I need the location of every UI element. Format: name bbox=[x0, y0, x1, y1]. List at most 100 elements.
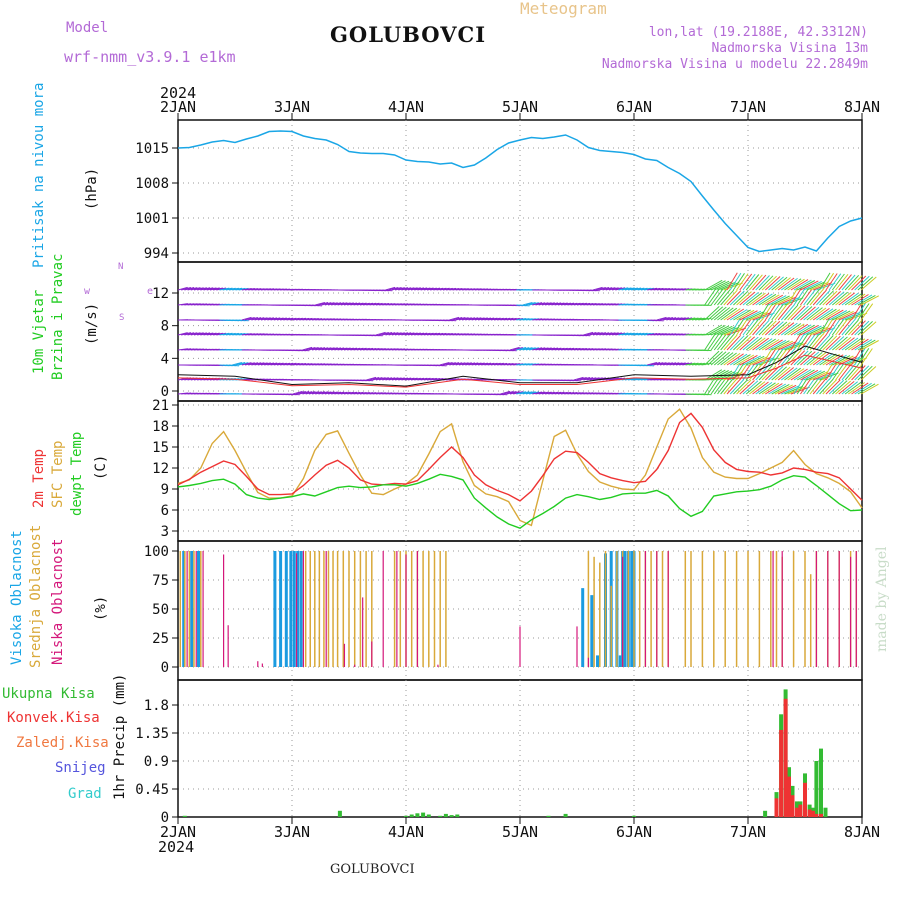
wind-barb bbox=[838, 319, 852, 336]
wind-barb bbox=[691, 317, 702, 321]
precip-bar-convective bbox=[807, 809, 812, 817]
wind-barb bbox=[225, 332, 236, 336]
wind-barb bbox=[844, 293, 862, 306]
precip-bar-total bbox=[823, 807, 828, 817]
wind-barb bbox=[656, 362, 667, 366]
wind-barb bbox=[238, 287, 249, 291]
wind-barb bbox=[356, 302, 367, 306]
wind-barb bbox=[375, 331, 386, 336]
wind-barb bbox=[295, 391, 306, 395]
wind-barb bbox=[838, 363, 852, 381]
wind-barb bbox=[551, 391, 562, 395]
wind-barb bbox=[838, 381, 855, 395]
wind-barb bbox=[666, 362, 677, 366]
wind-barb bbox=[851, 347, 863, 366]
wind-barb bbox=[213, 332, 223, 336]
wind-barb bbox=[331, 302, 342, 306]
wind-barb bbox=[771, 295, 790, 306]
precip-bar-total bbox=[632, 815, 636, 817]
wind-barb bbox=[436, 287, 447, 291]
wind-barb bbox=[771, 276, 788, 291]
wind-barb bbox=[401, 332, 412, 336]
wind-barb bbox=[749, 356, 768, 366]
wind-barb bbox=[717, 377, 731, 395]
wind-barb bbox=[404, 287, 415, 291]
wind-barb bbox=[420, 332, 431, 336]
wind-barb bbox=[254, 317, 265, 321]
wind-barb bbox=[407, 287, 418, 291]
wind-barb bbox=[797, 280, 816, 291]
wind-barb bbox=[302, 391, 313, 395]
wind-barb bbox=[615, 287, 626, 291]
wind-barb bbox=[541, 302, 552, 306]
wind-barb bbox=[605, 332, 616, 336]
wind-barb bbox=[347, 347, 358, 351]
wind-barb bbox=[353, 347, 364, 351]
wind-barb bbox=[643, 364, 655, 367]
wind-barb bbox=[583, 331, 594, 336]
wind-barb bbox=[707, 333, 720, 351]
wind-barb bbox=[264, 362, 275, 366]
compass-s: S bbox=[119, 313, 125, 323]
wind-barb bbox=[516, 347, 527, 351]
wind-barb bbox=[532, 391, 543, 395]
wind-barb bbox=[430, 287, 441, 291]
wind-barb bbox=[803, 306, 820, 321]
wind-barb bbox=[509, 391, 520, 395]
wind-barb bbox=[851, 275, 867, 291]
wind-barb bbox=[634, 332, 645, 336]
wind-barb bbox=[522, 347, 533, 351]
wind-barb bbox=[640, 332, 651, 336]
wind-barb bbox=[828, 291, 845, 306]
wind-barb bbox=[825, 273, 838, 291]
wind-barb bbox=[213, 287, 224, 291]
wind-barb bbox=[621, 287, 632, 291]
wind-barb bbox=[695, 362, 705, 366]
wind-barb bbox=[442, 287, 453, 291]
y-tick-label-pressure: 1015 bbox=[135, 141, 169, 157]
wind-barb bbox=[749, 381, 766, 395]
wind-barb bbox=[197, 332, 208, 336]
wind-barb bbox=[235, 287, 246, 291]
wind-barb bbox=[554, 347, 565, 351]
wind-barb bbox=[576, 377, 587, 381]
wind-barb bbox=[857, 294, 876, 306]
wind-barb bbox=[388, 332, 399, 336]
wind-barb bbox=[755, 381, 773, 395]
wind-barb bbox=[761, 275, 777, 291]
wind-barb bbox=[334, 347, 345, 351]
wind-barb bbox=[787, 368, 805, 381]
wind-barb bbox=[177, 286, 188, 291]
wind-barb bbox=[768, 303, 781, 321]
wind-barb bbox=[311, 391, 322, 395]
wind-barb bbox=[455, 317, 466, 321]
wind-barb bbox=[525, 347, 536, 351]
wind-barb bbox=[634, 377, 645, 381]
wind-barb bbox=[449, 362, 460, 366]
wind-barb bbox=[749, 292, 766, 306]
wind-barb bbox=[742, 292, 759, 306]
wind-barb bbox=[592, 286, 603, 291]
wind-barb bbox=[471, 362, 482, 366]
wind-barb bbox=[723, 378, 738, 395]
precip-bar-convective bbox=[819, 813, 823, 817]
wind-barb bbox=[841, 356, 861, 366]
wind-barb bbox=[774, 303, 788, 321]
wind-barb bbox=[276, 362, 287, 366]
wind-barb bbox=[780, 322, 798, 336]
wind-barb bbox=[650, 287, 661, 291]
wind-barb bbox=[426, 287, 437, 291]
wind-barb bbox=[398, 287, 409, 291]
wind-barb bbox=[752, 364, 766, 381]
wind-barb bbox=[777, 304, 792, 321]
wind-barb bbox=[327, 347, 338, 351]
wind-barb bbox=[812, 378, 827, 395]
wind-barb bbox=[659, 362, 670, 366]
wind-barb bbox=[347, 391, 358, 395]
wind-barb bbox=[860, 383, 879, 395]
wind-barb bbox=[796, 333, 809, 351]
wind-barb bbox=[522, 391, 533, 395]
wind-barb bbox=[723, 308, 741, 321]
wind-barb bbox=[822, 272, 835, 291]
